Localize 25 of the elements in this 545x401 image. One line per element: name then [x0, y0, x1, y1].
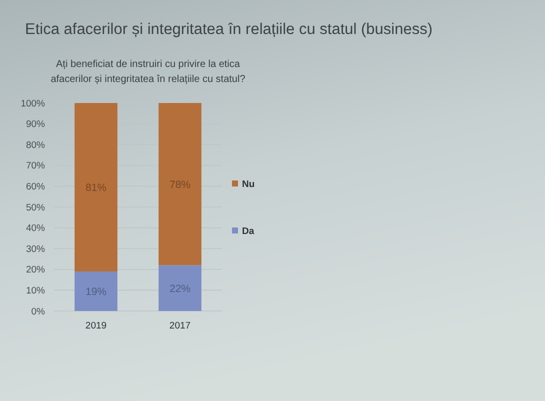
data-label: 78%: [169, 178, 191, 191]
y-tick-label: 10%: [26, 286, 46, 297]
y-tick-label: 40%: [26, 223, 46, 234]
x-tick-label: 2017: [169, 320, 191, 332]
data-label: 22%: [169, 282, 191, 295]
y-tick-label: 30%: [26, 244, 46, 255]
bar: [74, 271, 118, 311]
y-tick-label: 80%: [26, 140, 46, 151]
chart-title: Etica afacerilor și integritatea în relațiile cu statul (business): [25, 21, 432, 38]
data-label: 19%: [85, 286, 107, 298]
bar: [158, 103, 202, 266]
data-label: 81%: [85, 182, 107, 194]
bar: [158, 265, 202, 311]
bar: [74, 103, 118, 272]
legend-label: Nu: [242, 178, 255, 190]
y-tick-label: 60%: [26, 182, 46, 193]
y-tick-label: 50%: [26, 202, 46, 214]
y-tick-label: 90%: [26, 119, 46, 130]
y-tick-label: 0%: [31, 306, 46, 318]
chart-subtitle: Ați beneficiat de instruiri cu privire la etica afacerilor și integritatea în relațiile cu statul?: [50, 59, 246, 85]
legend-label: Da: [242, 226, 255, 237]
x-tick-label: 2019: [85, 320, 107, 332]
y-tick-label: 100%: [20, 98, 46, 110]
y-tick-label: 70%: [26, 160, 46, 172]
y-tick-label: 20%: [26, 264, 46, 276]
